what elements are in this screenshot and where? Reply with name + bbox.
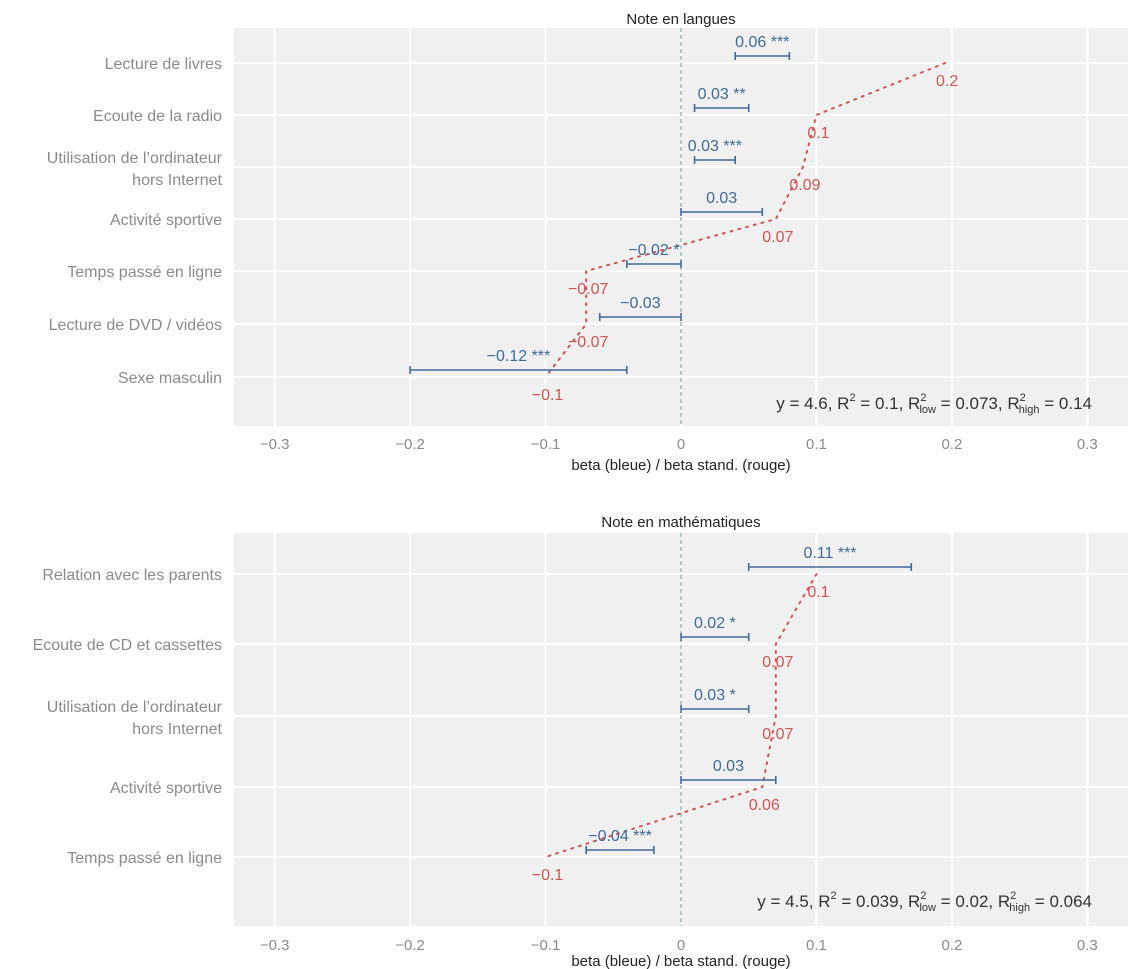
x-axis-label: beta (bleue) / beta stand. (rouge): [571, 953, 790, 969]
y-tick-label: Activité sportive: [110, 212, 222, 229]
y-tick-label: Sexe masculin: [118, 370, 222, 387]
annotation-sup: 2: [920, 392, 926, 404]
y-tick-label: Activité sportive: [110, 780, 222, 797]
x-tick-label: 0.3: [1077, 436, 1098, 453]
std-beta-label: −0.1: [532, 387, 564, 404]
std-beta-label: −0.07: [568, 281, 609, 298]
y-tick-label: Lecture de DVD / vidéos: [49, 317, 222, 334]
x-tick-label: 0.2: [941, 436, 962, 453]
std-beta-label: 0.09: [789, 177, 820, 194]
x-tick-label: 0.1: [806, 937, 827, 954]
x-tick-label: 0: [677, 937, 685, 954]
annotation-r2high: R: [1007, 394, 1019, 413]
x-tick-label: 0.1: [806, 436, 827, 453]
annotation-r2high-sub: high: [1019, 404, 1040, 416]
y-tick-label: Utilisation de l’ordinateur: [47, 150, 223, 167]
x-tick-label: 0.3: [1077, 937, 1098, 954]
annotation-r2low-value: = 0.073,: [936, 394, 1007, 413]
x-axis-label: beta (bleue) / beta stand. (rouge): [571, 457, 790, 474]
beta-label: 0.11 ***: [803, 545, 856, 562]
y-tick-label: Ecoute de la radio: [93, 108, 222, 125]
annotation-r2high: R: [998, 892, 1010, 911]
beta-label: −0.02 *: [628, 242, 679, 259]
annotation-r2high-sub: high: [1009, 902, 1030, 914]
model-annotation: y = 4.5, R2 = 0.039, R2 low = 0.02, R2 hig…: [757, 890, 1092, 914]
annotation-r2-value: = 0.039,: [837, 892, 908, 911]
annotation-r2: R: [837, 394, 849, 413]
beta-label: 0.03 ***: [688, 138, 742, 155]
x-tick-label: 0.2: [941, 937, 962, 954]
annotation-sup: 2: [1010, 890, 1016, 902]
y-tick-label: Temps passé en ligne: [67, 264, 222, 281]
chart-title: Note en langues: [626, 11, 735, 28]
annotation-r2low-sub: low: [919, 404, 936, 416]
annotation-intercept: y = 4.5,: [757, 892, 818, 911]
annotation-r2-value: = 0.1,: [856, 394, 908, 413]
std-beta-line: [544, 573, 818, 858]
annotation-intercept: y = 4.6,: [776, 394, 837, 413]
std-beta-label: 0.1: [807, 584, 829, 601]
y-tick-label: hors Internet: [132, 721, 222, 738]
chart-title: Note en mathématiques: [601, 514, 760, 531]
x-tick-label: −0.3: [260, 937, 290, 954]
beta-label: 0.03 *: [694, 687, 736, 704]
beta-label: 0.03 **: [698, 86, 746, 103]
beta-label: −0.03: [620, 295, 661, 312]
x-tick-label: 0: [677, 436, 685, 453]
std-beta-label: 0.1: [807, 125, 829, 142]
std-beta-label: 0.07: [762, 726, 793, 743]
std-beta-label: 0.07: [762, 229, 793, 246]
annotation-r2low-sub: low: [919, 902, 936, 914]
y-tick-label: Ecoute de CD et cassettes: [33, 637, 222, 654]
beta-label: 0.03: [713, 758, 744, 775]
std-beta-label: −0.07: [568, 334, 609, 351]
beta-label: −0.04 ***: [588, 828, 652, 845]
annotation-r2: R: [818, 892, 830, 911]
std-beta-label: −0.1: [532, 867, 564, 884]
x-tick-label: −0.2: [395, 436, 425, 453]
x-tick-label: −0.1: [531, 436, 561, 453]
x-tick-label: −0.1: [531, 937, 561, 954]
beta-label: 0.02 *: [694, 615, 736, 632]
model-annotation: y = 4.6, R2 = 0.1, R2 low = 0.073, R2 high…: [776, 392, 1092, 416]
beta-label: −0.12 ***: [487, 348, 551, 365]
y-tick-label: Utilisation de l’ordinateur: [47, 699, 223, 716]
y-tick-label: Temps passé en ligne: [67, 850, 222, 867]
annotation-sup: 2: [849, 392, 855, 404]
annotation-r2low: R: [908, 394, 920, 413]
annotation-sup: 2: [1020, 392, 1026, 404]
y-tick-label: hors Internet: [132, 172, 222, 189]
panel-note-en-mathematiques: Relation avec les parents Ecoute de CD et…: [33, 514, 1128, 969]
y-tick-label: Lecture de livres: [105, 56, 222, 73]
x-tick-label: −0.2: [395, 937, 425, 954]
std-beta-label: 0.07: [762, 654, 793, 671]
annotation-r2high-value: = 0.14: [1040, 394, 1092, 413]
beta-label: 0.06 ***: [735, 34, 789, 51]
annotation-r2low-value: = 0.02,: [936, 892, 998, 911]
std-beta-label: 0.06: [749, 797, 780, 814]
panel-note-en-langues: Lecture de livres Ecoute de la radio Utili…: [47, 11, 1128, 474]
x-tick-label: −0.3: [260, 436, 290, 453]
annotation-r2high-value: = 0.064: [1030, 892, 1092, 911]
annotation-sup: 2: [920, 890, 926, 902]
std-beta-line: [544, 62, 947, 378]
annotation-sup: 2: [831, 890, 837, 902]
beta-label: 0.03: [706, 190, 737, 207]
annotation-r2low: R: [908, 892, 920, 911]
y-tick-label: Relation avec les parents: [42, 567, 222, 584]
std-beta-label: 0.2: [936, 73, 958, 90]
